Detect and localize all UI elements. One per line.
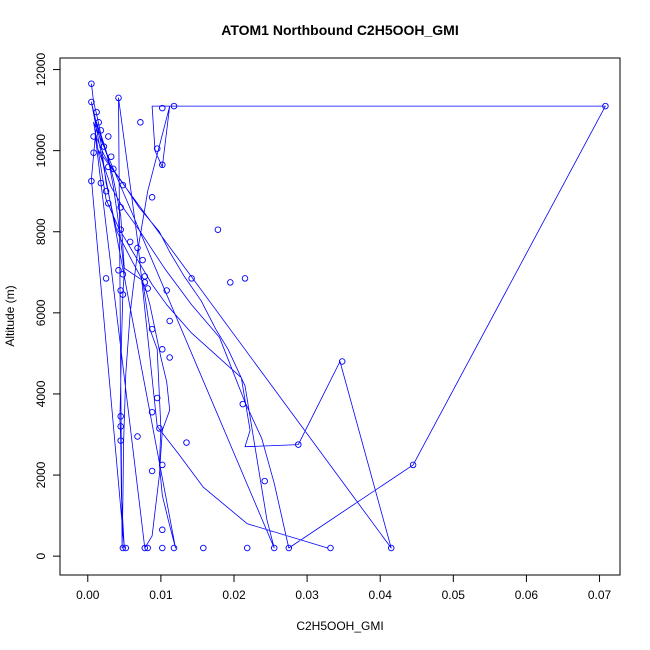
x-tick-label: 0.06 bbox=[515, 588, 539, 602]
data-point bbox=[105, 133, 112, 140]
data-point bbox=[153, 394, 161, 402]
data-point bbox=[188, 275, 195, 282]
data-point bbox=[163, 287, 170, 294]
data-point bbox=[159, 526, 166, 534]
data-point bbox=[95, 119, 102, 126]
data-point bbox=[117, 204, 124, 211]
data-point bbox=[139, 256, 146, 264]
x-tick-label: 0.07 bbox=[588, 588, 612, 602]
data-point bbox=[270, 544, 278, 552]
data-point bbox=[159, 461, 166, 469]
data-point bbox=[126, 238, 134, 246]
plot-frame bbox=[59, 57, 621, 576]
x-tick-label: 0.02 bbox=[222, 588, 246, 602]
series-line bbox=[91, 83, 606, 549]
chart-title: ATOM1 Northbound C2H5OOH_GMI bbox=[221, 22, 458, 38]
data-point bbox=[102, 275, 110, 282]
data-point bbox=[239, 400, 247, 408]
y-axis: 0 2000 4000 6000 8000 10000 12000 bbox=[34, 53, 61, 559]
data-point bbox=[214, 226, 222, 233]
marker-layer bbox=[88, 80, 609, 552]
data-point bbox=[88, 177, 95, 185]
data-point bbox=[134, 433, 141, 440]
x-tick-label: 0.05 bbox=[442, 588, 466, 602]
data-point bbox=[117, 226, 124, 233]
data-point bbox=[117, 423, 124, 430]
data-point bbox=[200, 544, 207, 552]
data-point bbox=[243, 544, 251, 552]
x-tick-label: 0.03 bbox=[295, 588, 319, 602]
data-point bbox=[409, 461, 417, 469]
data-point bbox=[166, 354, 173, 361]
data-point bbox=[134, 244, 141, 252]
data-point bbox=[90, 149, 97, 156]
data-point bbox=[117, 437, 124, 444]
data-point bbox=[148, 194, 156, 201]
data-point bbox=[327, 544, 334, 552]
data-point bbox=[100, 143, 108, 150]
data-point bbox=[159, 544, 166, 552]
x-tick-label: 0.01 bbox=[149, 588, 173, 602]
data-point bbox=[141, 273, 149, 280]
data-point bbox=[387, 544, 395, 552]
data-point bbox=[97, 127, 105, 134]
data-point bbox=[119, 291, 127, 298]
data-point bbox=[107, 153, 115, 160]
data-point bbox=[261, 477, 268, 485]
data-point bbox=[115, 94, 122, 102]
x-tick-label: 0.04 bbox=[369, 588, 393, 602]
data-point bbox=[170, 544, 178, 552]
data-point bbox=[141, 544, 149, 552]
data-point bbox=[148, 467, 156, 475]
data-point bbox=[170, 102, 178, 110]
data-point bbox=[148, 408, 156, 416]
data-point bbox=[241, 275, 249, 282]
data-point bbox=[602, 102, 609, 110]
data-point bbox=[119, 544, 127, 552]
data-point bbox=[166, 317, 173, 325]
data-point bbox=[285, 544, 293, 552]
data-point bbox=[156, 425, 163, 432]
y-tick-label: 8000 bbox=[34, 218, 48, 245]
data-point bbox=[110, 165, 117, 173]
data-point bbox=[88, 98, 95, 106]
data-point bbox=[153, 145, 161, 152]
data-point bbox=[183, 439, 190, 446]
y-tick-label: 12000 bbox=[34, 53, 48, 87]
data-point bbox=[122, 544, 130, 552]
series-layer bbox=[91, 83, 606, 549]
data-point bbox=[119, 271, 127, 278]
data-point bbox=[137, 119, 144, 126]
data-point bbox=[159, 346, 166, 353]
data-point bbox=[105, 200, 112, 207]
y-tick-label: 2000 bbox=[34, 461, 48, 488]
data-point bbox=[295, 441, 302, 448]
data-point bbox=[119, 181, 127, 189]
data-point bbox=[338, 358, 346, 365]
data-point bbox=[159, 161, 166, 169]
y-tick-label: 4000 bbox=[34, 380, 48, 407]
y-tick-label: 0 bbox=[34, 552, 48, 559]
x-tick-label: 0.00 bbox=[76, 588, 100, 602]
data-point bbox=[97, 179, 105, 187]
data-point bbox=[144, 544, 151, 552]
y-tick-label: 10000 bbox=[34, 134, 48, 168]
x-axis-label: C2H5OOH_GMI bbox=[296, 619, 383, 633]
data-point bbox=[227, 279, 234, 286]
x-axis: 0.00 0.01 0.02 0.03 0.04 0.05 0.06 0.07 bbox=[76, 574, 612, 602]
data-point bbox=[102, 187, 110, 195]
data-point bbox=[88, 80, 95, 87]
data-point bbox=[93, 108, 100, 116]
data-point bbox=[90, 133, 97, 140]
y-axis-label: Altitude (m) bbox=[3, 285, 17, 346]
data-point bbox=[117, 413, 124, 420]
data-point bbox=[141, 279, 149, 286]
y-tick-label: 6000 bbox=[34, 299, 48, 326]
data-point bbox=[144, 285, 151, 292]
data-point bbox=[159, 104, 166, 112]
data-point bbox=[115, 267, 122, 274]
data-point bbox=[148, 325, 156, 333]
